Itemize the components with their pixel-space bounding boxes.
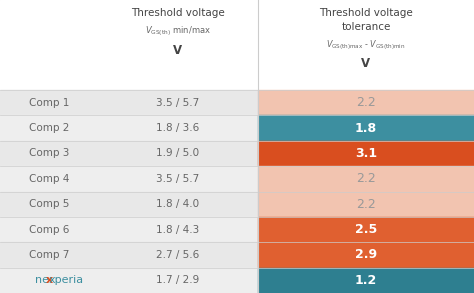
Text: 1.8 / 3.6: 1.8 / 3.6 (156, 123, 200, 133)
Bar (258, 217, 474, 242)
Bar (0, 141, 258, 166)
Text: 2.2: 2.2 (356, 198, 376, 211)
Text: 2.2: 2.2 (356, 96, 376, 109)
Text: Comp 5: Comp 5 (29, 199, 69, 209)
Bar (258, 115, 474, 141)
Bar (0, 90, 258, 293)
Text: V: V (173, 44, 182, 57)
Text: 1.2: 1.2 (355, 274, 377, 287)
Bar (258, 242, 474, 268)
Text: 1.7 / 2.9: 1.7 / 2.9 (156, 275, 200, 285)
Text: Threshold voltage: Threshold voltage (131, 8, 225, 18)
Bar (258, 192, 474, 217)
Text: 3.5 / 5.7: 3.5 / 5.7 (156, 98, 200, 108)
Bar (0, 0, 474, 90)
Text: 2.5: 2.5 (355, 223, 377, 236)
Bar (258, 141, 474, 166)
Text: Comp 6: Comp 6 (29, 224, 69, 235)
Text: $V_{\mathregular{GS(th)max}}$ - $V_{\mathregular{GS(th)min}}$: $V_{\mathregular{GS(th)max}}$ - $V_{\mat… (326, 38, 406, 52)
Bar (0, 192, 258, 217)
Text: Comp 2: Comp 2 (29, 123, 69, 133)
Text: ne: ne (35, 275, 49, 285)
Bar (0, 115, 258, 141)
Text: 2.9: 2.9 (355, 248, 377, 261)
Text: Threshold voltage: Threshold voltage (319, 8, 413, 18)
Text: Comp 4: Comp 4 (29, 174, 69, 184)
Text: 2.2: 2.2 (356, 172, 376, 185)
Text: 1.8 / 4.3: 1.8 / 4.3 (156, 224, 200, 235)
Bar (258, 90, 474, 115)
Text: x: x (46, 275, 53, 285)
Text: 3.5 / 5.7: 3.5 / 5.7 (156, 174, 200, 184)
Bar (258, 268, 474, 293)
Text: Comp 1: Comp 1 (29, 98, 69, 108)
Bar (0, 268, 258, 293)
Text: V: V (362, 57, 371, 70)
Text: Comp 3: Comp 3 (29, 149, 69, 159)
Text: xperia: xperia (49, 275, 84, 285)
Text: 1.8 / 4.0: 1.8 / 4.0 (156, 199, 200, 209)
Text: 1.8: 1.8 (355, 122, 377, 134)
Text: 3.1: 3.1 (355, 147, 377, 160)
Text: tolerance: tolerance (341, 22, 391, 32)
Bar (0, 217, 258, 242)
Bar (258, 166, 474, 192)
Text: Comp 7: Comp 7 (29, 250, 69, 260)
Bar (0, 90, 258, 115)
Text: 2.7 / 5.6: 2.7 / 5.6 (156, 250, 200, 260)
Text: 1.9 / 5.0: 1.9 / 5.0 (156, 149, 200, 159)
Bar (0, 242, 258, 268)
Text: $V_{\mathregular{GS(th)}}$ min/max: $V_{\mathregular{GS(th)}}$ min/max (145, 24, 211, 38)
Bar (0, 166, 258, 192)
